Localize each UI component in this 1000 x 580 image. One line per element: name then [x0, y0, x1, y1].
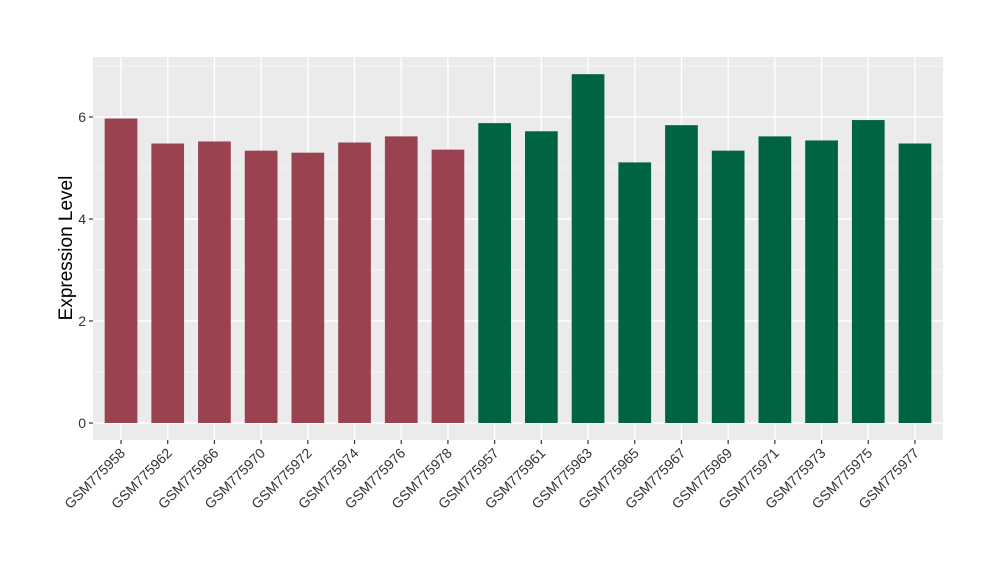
- bar-GSM775957: [478, 123, 511, 424]
- bar-GSM775965: [618, 162, 652, 423]
- y-axis-title: Expression Level: [56, 176, 77, 321]
- bar-GSM775970: [244, 150, 278, 423]
- bar-GSM775973: [805, 140, 838, 423]
- y-tick-label: 4: [78, 211, 86, 227]
- x-axis: GSM775958GSM775962GSM775966GSM775970GSM7…: [61, 440, 922, 512]
- y-tick-label: 2: [78, 313, 86, 329]
- bar-GSM775971: [758, 136, 792, 423]
- bar-GSM775972: [291, 152, 325, 423]
- bar-GSM775962: [151, 143, 185, 423]
- bar-GSM775978: [431, 149, 465, 423]
- bar-GSM775974: [338, 142, 371, 423]
- bar-GSM775961: [525, 131, 558, 423]
- bar-GSM775963: [571, 74, 605, 423]
- bar-GSM775975: [851, 120, 885, 423]
- bar-GSM775977: [898, 143, 932, 423]
- bar-GSM775967: [665, 125, 698, 423]
- bar-GSM775976: [384, 136, 418, 423]
- bar-GSM775969: [711, 150, 745, 423]
- y-axis: 0 2 4 6: [78, 109, 93, 431]
- bars: [104, 74, 932, 424]
- plot-panel: [93, 57, 943, 440]
- y-tick-label: 0: [78, 415, 86, 431]
- bar-GSM775966: [198, 141, 231, 424]
- y-tick-label: 6: [78, 109, 86, 125]
- bar-GSM775958: [104, 118, 138, 423]
